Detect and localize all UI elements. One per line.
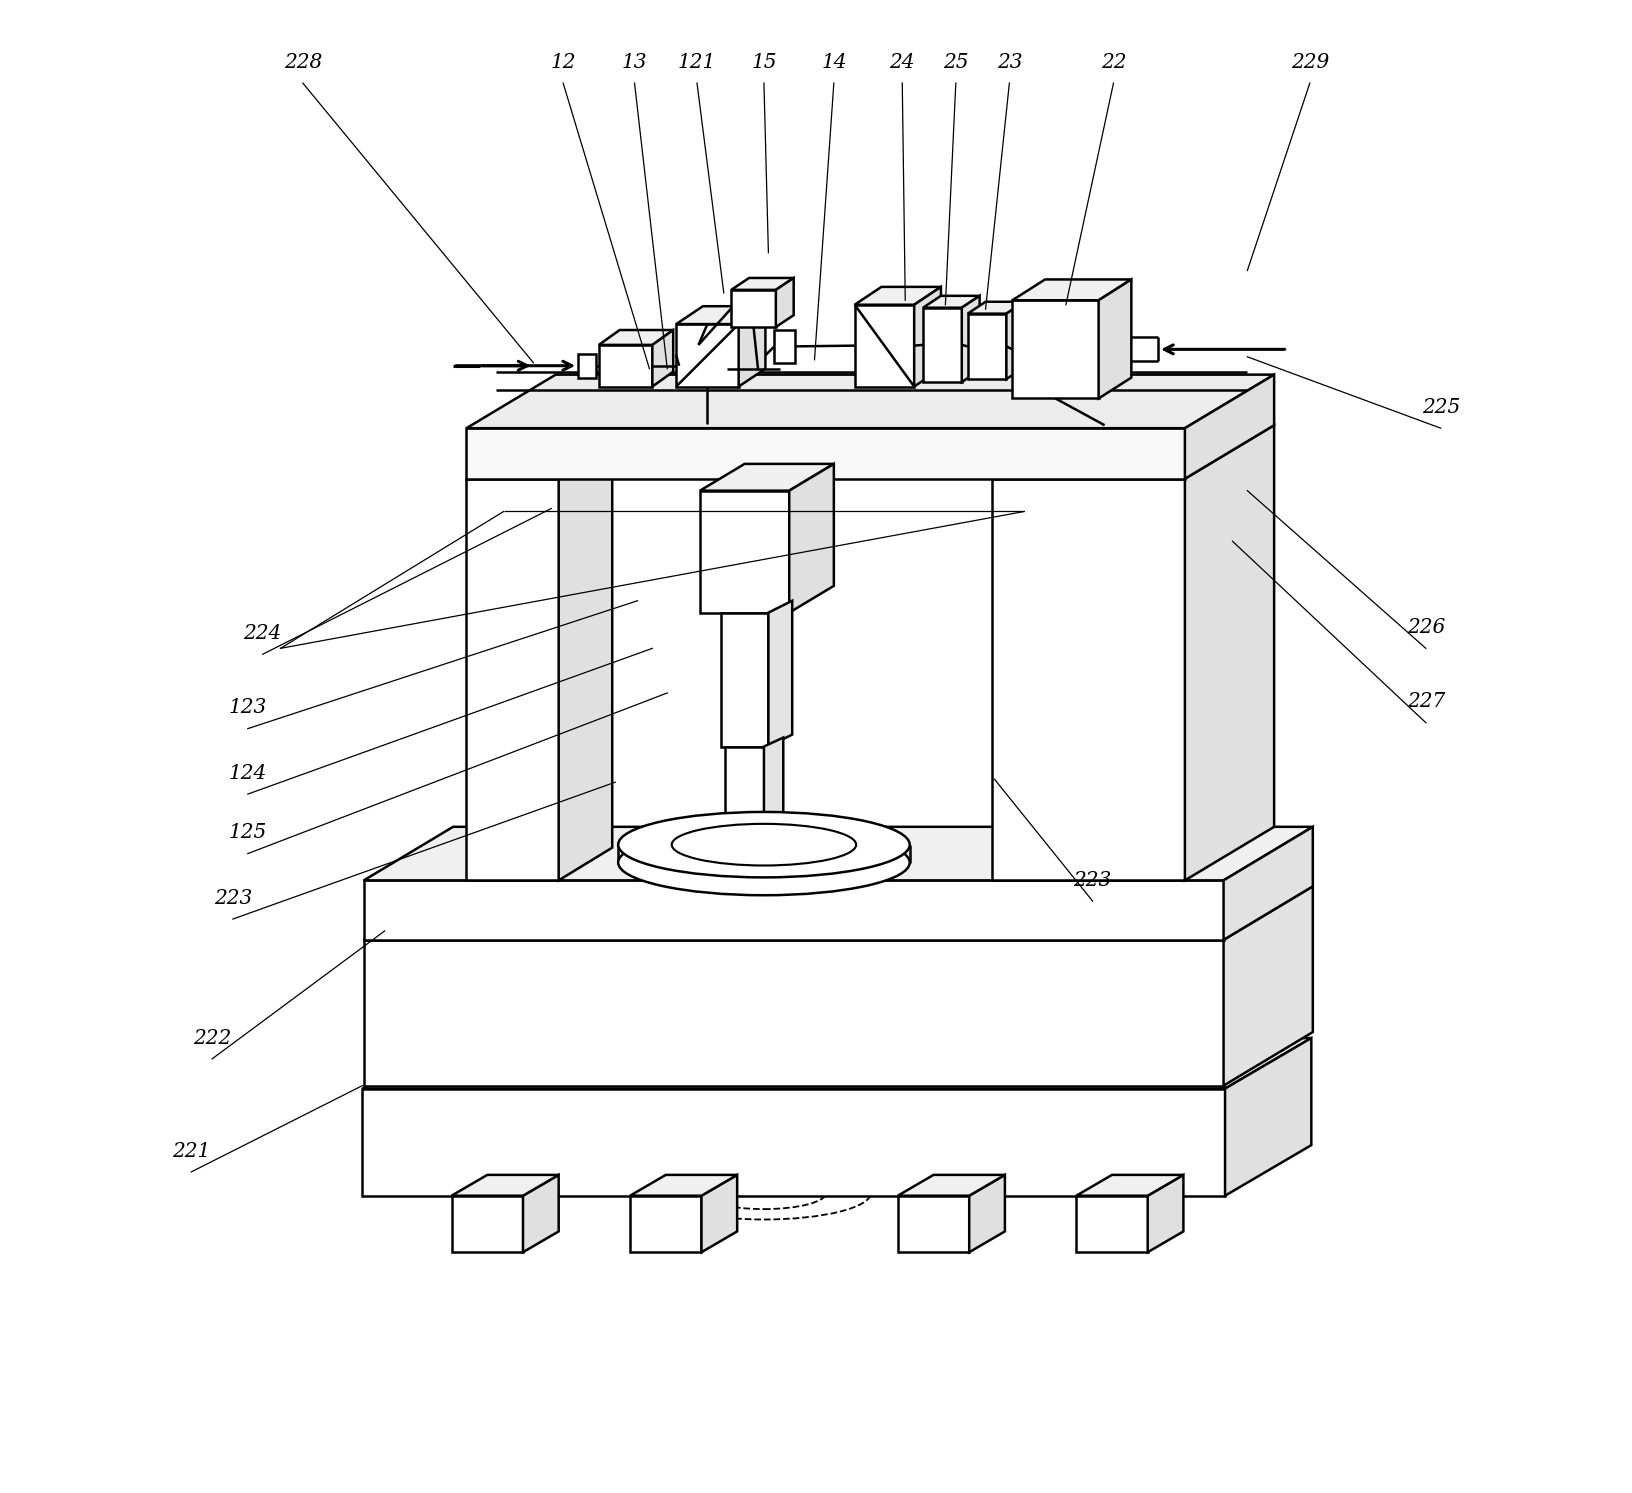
Polygon shape	[769, 600, 792, 746]
Polygon shape	[653, 330, 674, 387]
Polygon shape	[1147, 1175, 1183, 1253]
Text: 225: 225	[1421, 397, 1461, 417]
Polygon shape	[924, 296, 979, 308]
Polygon shape	[898, 1175, 1005, 1196]
Text: 15: 15	[751, 52, 777, 72]
Polygon shape	[1185, 375, 1275, 479]
Polygon shape	[924, 308, 961, 382]
Text: 221: 221	[171, 1142, 211, 1160]
Polygon shape	[1012, 300, 1098, 399]
Ellipse shape	[672, 824, 857, 866]
Polygon shape	[725, 746, 764, 839]
Text: 124: 124	[228, 764, 268, 782]
Polygon shape	[730, 839, 759, 851]
Text: 125: 125	[228, 823, 268, 842]
Text: 22: 22	[1100, 52, 1126, 72]
Text: 223: 223	[1074, 870, 1111, 890]
Polygon shape	[700, 464, 834, 491]
Text: 223: 223	[214, 888, 251, 908]
Text: 121: 121	[677, 52, 716, 72]
Polygon shape	[961, 296, 979, 382]
Polygon shape	[700, 491, 790, 612]
Polygon shape	[452, 1196, 522, 1253]
Polygon shape	[364, 881, 1224, 941]
Polygon shape	[630, 1175, 738, 1196]
Polygon shape	[1226, 1038, 1312, 1196]
Text: 12: 12	[550, 52, 576, 72]
Text: 25: 25	[943, 52, 968, 72]
Polygon shape	[1075, 1196, 1147, 1253]
Polygon shape	[914, 287, 942, 387]
Polygon shape	[774, 330, 795, 363]
Text: 23: 23	[997, 52, 1022, 72]
Text: 228: 228	[284, 52, 322, 72]
Polygon shape	[362, 1088, 1226, 1196]
Polygon shape	[790, 464, 834, 612]
Polygon shape	[1012, 279, 1131, 300]
Polygon shape	[898, 1196, 969, 1253]
Polygon shape	[364, 941, 1224, 1085]
Polygon shape	[1224, 827, 1312, 941]
Polygon shape	[992, 479, 1185, 881]
Text: 227: 227	[1407, 693, 1444, 711]
Polygon shape	[599, 330, 674, 345]
Polygon shape	[1075, 1175, 1183, 1196]
Polygon shape	[764, 738, 783, 839]
Polygon shape	[1098, 279, 1131, 399]
Polygon shape	[1007, 302, 1025, 379]
Polygon shape	[578, 354, 596, 378]
Polygon shape	[452, 1175, 558, 1196]
Polygon shape	[702, 1175, 738, 1253]
Text: 226: 226	[1407, 618, 1444, 638]
Polygon shape	[731, 278, 793, 290]
Ellipse shape	[619, 812, 909, 878]
Polygon shape	[1224, 887, 1312, 1085]
Polygon shape	[739, 306, 765, 387]
Polygon shape	[855, 287, 942, 305]
Polygon shape	[968, 314, 1007, 379]
Polygon shape	[467, 479, 558, 881]
Polygon shape	[721, 612, 769, 746]
Polygon shape	[362, 1038, 1312, 1088]
Polygon shape	[676, 324, 739, 387]
Polygon shape	[1185, 426, 1275, 881]
Polygon shape	[969, 1175, 1005, 1253]
Polygon shape	[364, 827, 1312, 881]
Polygon shape	[558, 446, 612, 881]
Polygon shape	[467, 428, 1185, 479]
Text: 123: 123	[228, 699, 268, 717]
Text: 224: 224	[243, 624, 282, 643]
Ellipse shape	[619, 830, 909, 896]
Text: 24: 24	[889, 52, 916, 72]
Text: 14: 14	[821, 52, 847, 72]
Polygon shape	[855, 305, 914, 387]
Polygon shape	[522, 1175, 558, 1253]
Polygon shape	[467, 375, 1275, 428]
Polygon shape	[599, 345, 653, 387]
Polygon shape	[731, 290, 775, 327]
Text: 229: 229	[1291, 52, 1328, 72]
Polygon shape	[968, 302, 1025, 314]
Polygon shape	[676, 306, 765, 324]
Polygon shape	[775, 278, 793, 327]
Polygon shape	[364, 887, 1312, 941]
Text: 222: 222	[193, 1029, 232, 1048]
Polygon shape	[630, 1196, 702, 1253]
Polygon shape	[992, 426, 1275, 479]
Polygon shape	[467, 446, 612, 479]
Text: 13: 13	[622, 52, 648, 72]
